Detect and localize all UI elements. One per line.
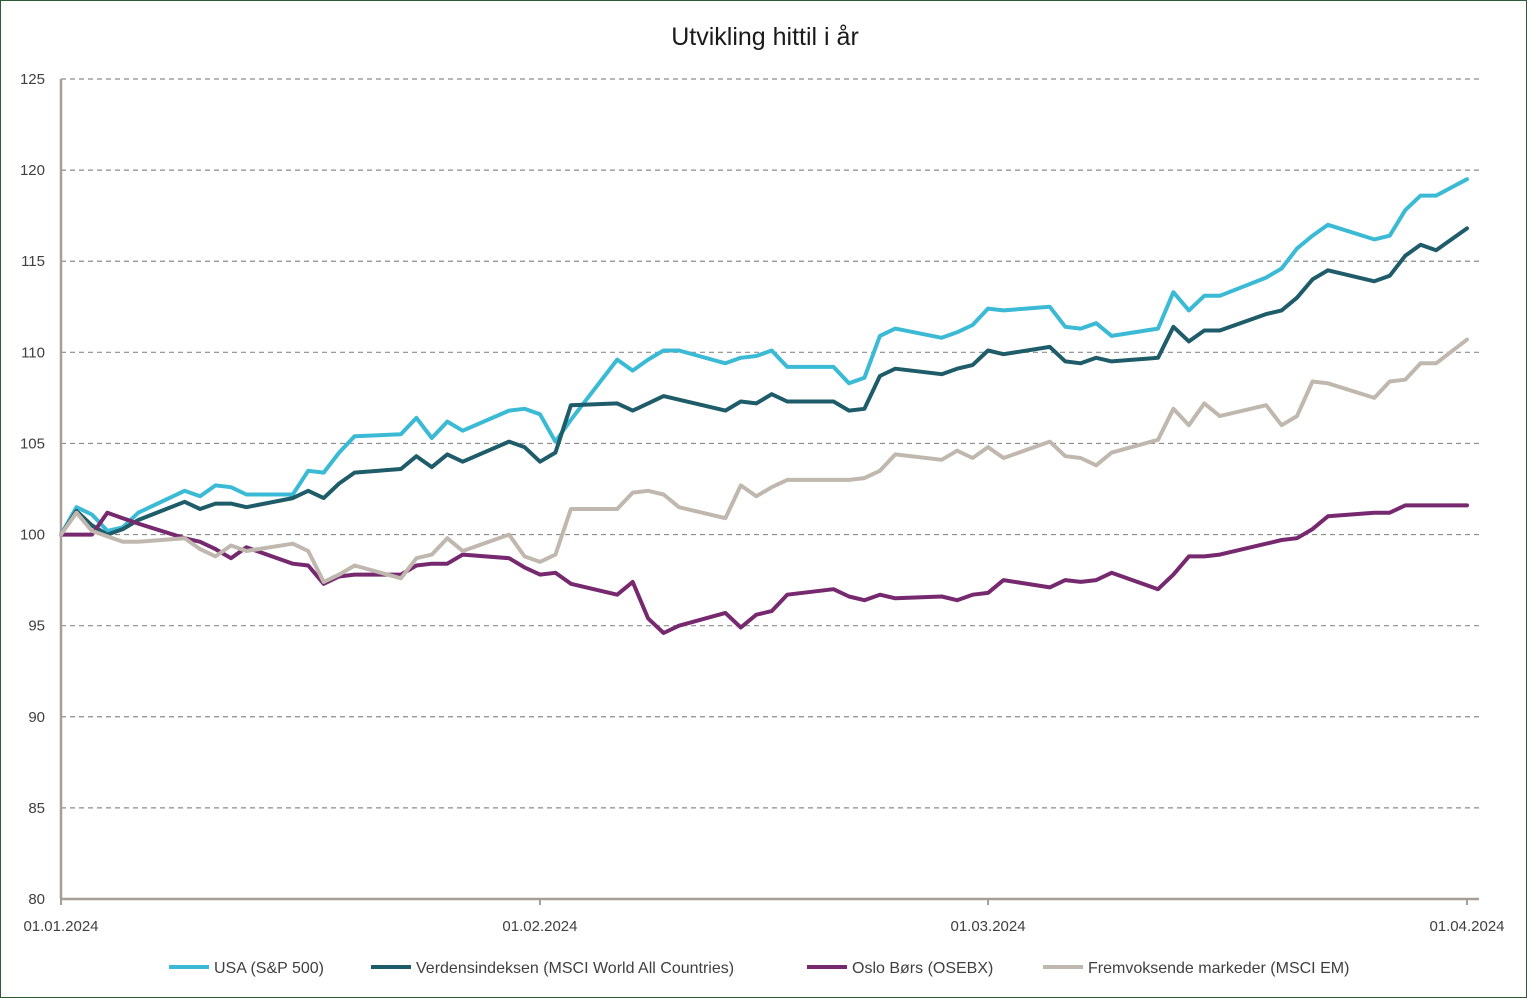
x-tick-label: 01.01.2024 (23, 918, 98, 935)
legend-label: Oslo Børs (OSEBX) (852, 960, 993, 977)
series-line (59, 337, 1469, 584)
legend-label: Fremvoksende markeder (MSCI EM) (1088, 960, 1349, 977)
y-tick-label: 80 (28, 891, 45, 908)
series-line (59, 177, 1469, 537)
legend-label: USA (S&P 500) (214, 960, 324, 977)
gridlines (61, 78, 1479, 809)
y-tick-label: 100 (20, 527, 45, 544)
legend-label: Verdensindeksen (MSCI World All Countrie… (416, 960, 734, 977)
series-line (59, 226, 1469, 537)
y-tick-label: 90 (28, 709, 45, 726)
chart-title: Utvikling hittil i år (671, 23, 859, 51)
x-tick-label: 01.02.2024 (502, 918, 577, 935)
y-tick-label: 115 (21, 253, 45, 270)
legend: USA (S&P 500) Verdensindeksen (MSCI World… (169, 960, 1349, 977)
series-line (59, 503, 1469, 635)
y-tick-label: 120 (20, 162, 45, 179)
x-tick-label: 01.04.2024 (1429, 918, 1504, 935)
x-tick-label: 01.03.2024 (950, 918, 1025, 935)
y-tick-label: 110 (21, 344, 45, 361)
y-tick-label: 105 (20, 435, 45, 452)
axes: 80 85 90 95 100 105 110 115 120 125 01.01.2024 01.0… (20, 71, 1505, 935)
y-tick-label: 85 (28, 800, 45, 817)
y-tick-label: 125 (20, 71, 45, 88)
y-tick-label: 95 (28, 618, 45, 635)
series-lines (59, 177, 1469, 635)
